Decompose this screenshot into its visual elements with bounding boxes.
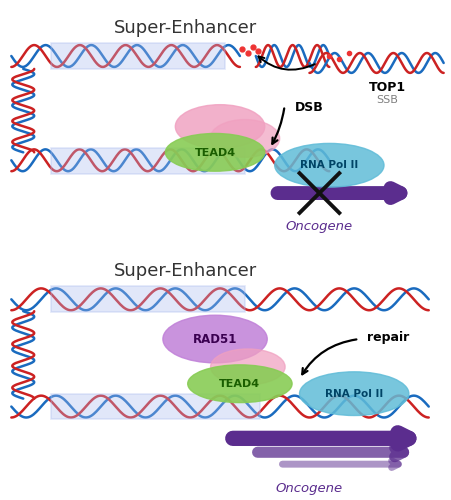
Text: TOP1: TOP1	[368, 81, 405, 94]
FancyBboxPatch shape	[51, 394, 260, 419]
FancyBboxPatch shape	[51, 148, 245, 174]
Text: SSB: SSB	[376, 94, 398, 104]
Ellipse shape	[166, 134, 265, 171]
Ellipse shape	[175, 104, 265, 148]
Ellipse shape	[210, 120, 280, 158]
Text: TEAD4: TEAD4	[194, 148, 235, 158]
Text: RNA Pol II: RNA Pol II	[325, 388, 383, 398]
Ellipse shape	[275, 144, 384, 187]
Text: RAD51: RAD51	[193, 332, 237, 345]
Text: DSB: DSB	[295, 101, 323, 114]
FancyBboxPatch shape	[51, 286, 245, 312]
Ellipse shape	[188, 365, 292, 403]
Text: TEAD4: TEAD4	[219, 378, 261, 388]
Text: RNA Pol II: RNA Pol II	[300, 160, 359, 170]
Ellipse shape	[211, 349, 285, 384]
Ellipse shape	[299, 372, 409, 416]
FancyBboxPatch shape	[51, 43, 225, 69]
Text: Oncogene: Oncogene	[276, 482, 343, 495]
Text: Oncogene: Oncogene	[286, 220, 353, 233]
Ellipse shape	[163, 315, 267, 363]
Text: Super-Enhancer: Super-Enhancer	[114, 262, 257, 280]
Text: repair: repair	[367, 330, 410, 344]
Text: Super-Enhancer: Super-Enhancer	[114, 20, 257, 38]
